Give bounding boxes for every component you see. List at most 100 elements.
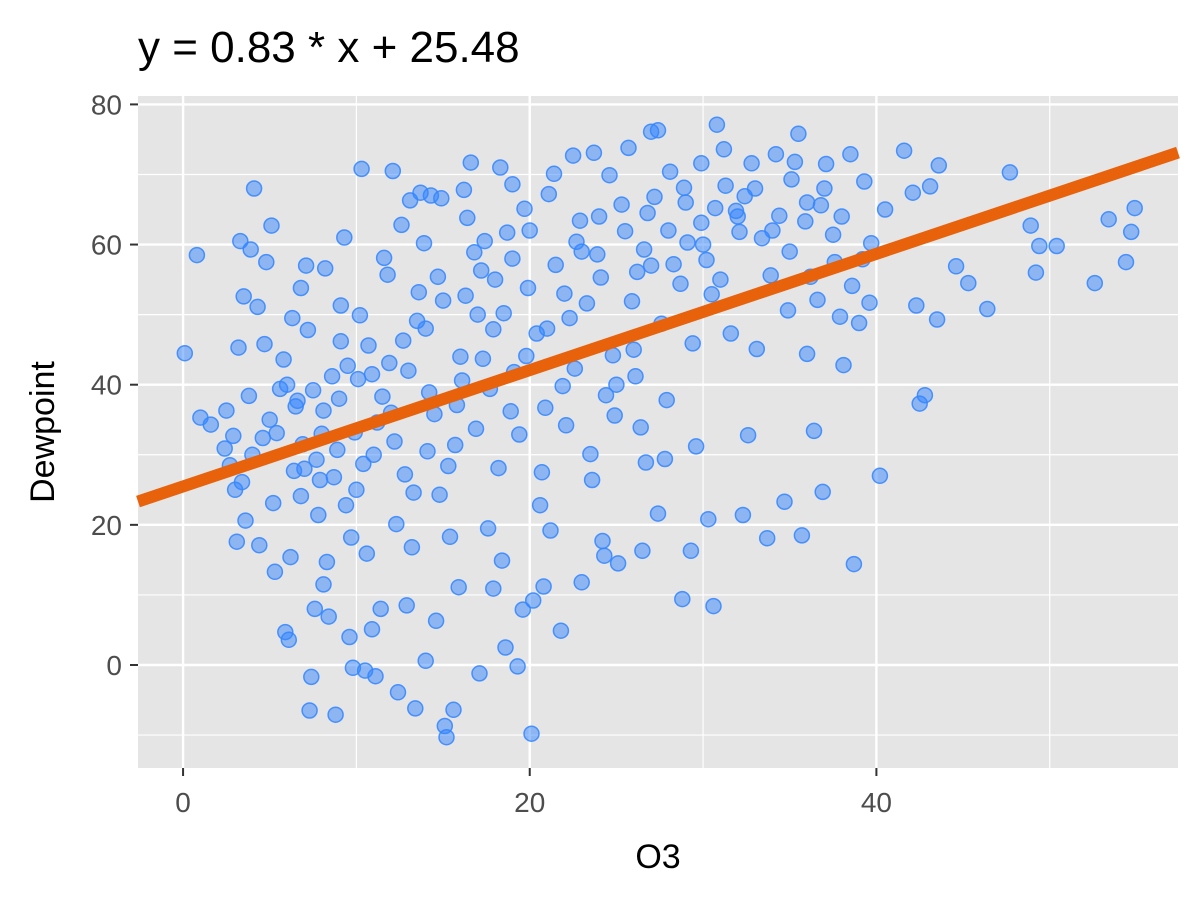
- data-point: [753, 229, 771, 247]
- data-point: [623, 293, 641, 310]
- data-point: [504, 250, 521, 267]
- data-point: [805, 422, 823, 440]
- data-point: [812, 197, 830, 214]
- data-point: [675, 179, 693, 197]
- data-point: [609, 555, 627, 572]
- data-point: [469, 306, 486, 323]
- data-point: [845, 555, 863, 573]
- data-point: [367, 667, 384, 685]
- data-point: [400, 362, 417, 379]
- data-point: [537, 399, 554, 417]
- data-point: [467, 420, 485, 438]
- data-point: [698, 251, 715, 269]
- data-point: [930, 157, 948, 174]
- data-point: [682, 542, 700, 560]
- data-point: [452, 348, 469, 365]
- data-point: [332, 333, 350, 350]
- data-point: [524, 592, 542, 609]
- data-point: [358, 545, 376, 562]
- data-point: [349, 370, 367, 388]
- data-point: [285, 462, 303, 480]
- data-point: [462, 154, 480, 171]
- data-point: [547, 256, 564, 274]
- data-point: [674, 590, 691, 608]
- data-point: [315, 576, 332, 593]
- data-point: [904, 184, 922, 201]
- data-point: [627, 368, 644, 385]
- data-point: [531, 496, 549, 514]
- data-point: [266, 563, 284, 581]
- data-point: [554, 377, 571, 395]
- data-point: [786, 153, 804, 171]
- data-point: [355, 455, 372, 473]
- data-point: [573, 574, 590, 591]
- data-point: [479, 520, 497, 537]
- data-point: [502, 403, 519, 420]
- data-point: [715, 141, 733, 158]
- data-point: [348, 481, 365, 499]
- data-point: [781, 243, 798, 260]
- data-point: [601, 166, 618, 184]
- data-point: [589, 246, 606, 263]
- data-point: [415, 234, 433, 252]
- data-point: [798, 345, 816, 363]
- data-point: [583, 471, 601, 489]
- data-point: [712, 271, 729, 288]
- y-tick-label: 20: [91, 510, 122, 541]
- data-point: [441, 528, 459, 546]
- data-point: [797, 213, 814, 230]
- data-point: [809, 291, 826, 309]
- x-tick-label: 20: [514, 787, 545, 818]
- data-point: [521, 222, 538, 239]
- data-point: [389, 684, 407, 701]
- data-point: [363, 365, 381, 383]
- data-point: [403, 539, 421, 556]
- data-point: [850, 314, 868, 332]
- data-point: [304, 382, 322, 399]
- data-point: [225, 427, 242, 445]
- data-point: [275, 351, 292, 368]
- data-point: [816, 180, 833, 197]
- data-point: [310, 506, 327, 524]
- data-point: [493, 552, 511, 569]
- data-point: [459, 209, 476, 227]
- data-point: [739, 426, 757, 444]
- data-point: [642, 257, 660, 274]
- data-point: [748, 340, 766, 358]
- data-point: [706, 199, 724, 217]
- data-point: [613, 196, 630, 213]
- data-point: [597, 386, 615, 404]
- data-point: [256, 335, 273, 353]
- data-point: [571, 212, 589, 229]
- data-point: [417, 652, 434, 670]
- data-point: [386, 433, 403, 450]
- data-point: [916, 386, 934, 404]
- data-point: [254, 429, 272, 447]
- data-point: [798, 194, 816, 211]
- data-point: [1022, 217, 1039, 234]
- data-point: [315, 402, 332, 419]
- x-tick-label: 0: [175, 787, 191, 818]
- data-point: [292, 279, 310, 297]
- data-point: [523, 725, 540, 742]
- data-point: [776, 493, 793, 510]
- data-point: [1031, 237, 1048, 255]
- data-point: [353, 160, 370, 178]
- data-point: [608, 376, 625, 393]
- data-point: [514, 601, 532, 618]
- data-point: [658, 391, 675, 409]
- data-point: [242, 241, 259, 258]
- data-point: [519, 279, 537, 297]
- data-point: [1001, 164, 1019, 181]
- data-point: [556, 285, 573, 302]
- data-point: [908, 297, 925, 314]
- data-point: [495, 304, 512, 322]
- data-point: [202, 416, 220, 433]
- x-tick-label: 40: [861, 787, 892, 818]
- data-point: [235, 288, 252, 305]
- data-point: [405, 484, 422, 501]
- data-point: [216, 440, 233, 457]
- data-point: [374, 388, 391, 405]
- data-point: [700, 510, 717, 528]
- y-tick-label: 60: [91, 230, 122, 261]
